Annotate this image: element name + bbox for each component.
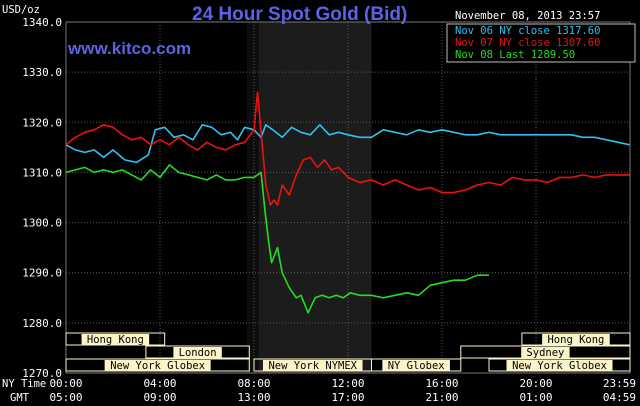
y-tick-label: 1320.0 xyxy=(22,116,62,129)
session-label-plate xyxy=(262,360,363,371)
ny-time-axis-label: NY Time xyxy=(2,378,46,390)
x-tick-label-gmt: 04:59 xyxy=(603,391,636,404)
x-tick-label-gmt: 21:00 xyxy=(425,391,458,404)
session-label: Hong Kong xyxy=(547,334,604,346)
shaded-region-layer xyxy=(246,22,372,373)
x-tick-label-gmt: 17:00 xyxy=(331,391,364,404)
legend-entry-nov08: Nov 08 Last 1289.50 xyxy=(455,49,575,61)
x-tick-label-ny: 23:59 xyxy=(603,377,636,390)
session-bar: New York Globex xyxy=(65,358,250,372)
x-tick-label-gmt: 01:00 xyxy=(519,391,552,404)
session-label: Sydney xyxy=(526,347,564,359)
session-bar: Hong Kong xyxy=(65,332,166,346)
timestamp: November 08, 2013 23:57 xyxy=(455,10,600,22)
x-tick-label-ny: 16:00 xyxy=(425,377,458,390)
legend-entry-nov07: Nov 07 NY close 1307.60 xyxy=(455,37,600,49)
x-tick-label-gmt: 13:00 xyxy=(237,391,270,404)
unit-label: USD/oz xyxy=(2,4,40,16)
series-line-nov06 xyxy=(65,124,630,164)
session-label-plate xyxy=(542,334,610,345)
x-tick-label-ny: 20:00 xyxy=(519,377,552,390)
y-tick-label: 1310.0 xyxy=(22,166,62,179)
session-bar: London xyxy=(145,345,250,359)
session-label: Hong Kong xyxy=(87,334,144,346)
session-bar: New York NYMEX xyxy=(253,358,372,372)
session-bar: Hong Kong xyxy=(521,332,631,346)
session-label-plate xyxy=(506,360,613,371)
series-line-nov07 xyxy=(65,91,630,206)
y-tick-label: 1290.0 xyxy=(22,267,62,280)
x-tick-label-gmt: 09:00 xyxy=(143,391,176,404)
shade-nymex xyxy=(258,22,372,373)
session-label: London xyxy=(179,347,217,359)
plot-frame xyxy=(65,21,631,374)
x-tick-label-ny: 12:00 xyxy=(331,377,364,390)
session-label-plate xyxy=(104,360,211,371)
y-tick-label: 1280.0 xyxy=(22,317,62,330)
y-tick-label: 1340.0 xyxy=(22,16,62,29)
y-tick-label: 1330.0 xyxy=(22,66,62,79)
y-tick-label: 1300.0 xyxy=(22,217,62,230)
session-label: New York NYMEX xyxy=(268,360,357,372)
legend: Nov 06 NY close 1317.60 Nov 07 NY close … xyxy=(446,23,636,63)
session-bar: Sydney xyxy=(460,345,631,359)
chart-title: 24 Hour Spot Gold (Bid) xyxy=(192,4,407,25)
y-tick-label: 1270.0 xyxy=(22,367,62,380)
session-label: New York Globex xyxy=(512,360,607,372)
grid-layer xyxy=(65,21,631,374)
session-label: NY Globex xyxy=(388,360,445,372)
session-bar: NY Globex xyxy=(371,358,462,372)
series-layer xyxy=(65,91,630,314)
session-label-plate xyxy=(81,334,150,345)
x-tick-label-ny: 04:00 xyxy=(143,377,176,390)
x-tick-label-gmt: 05:00 xyxy=(49,391,82,404)
series-line-nov08 xyxy=(65,164,489,314)
y-tick-layer: 1340.0 1330.0 1320.0 1310.0 1300.0 1290.0 1280… xyxy=(22,16,62,380)
legend-entry-nov06: Nov 06 NY close 1317.60 xyxy=(455,25,600,37)
x-tick-label-ny: 00:00 xyxy=(49,377,82,390)
gmt-axis-label: GMT xyxy=(10,392,30,404)
session-label-plate xyxy=(521,347,570,358)
legend-box xyxy=(446,23,636,63)
session-bar: New York Globex xyxy=(488,358,631,372)
x-tick-label-ny: 08:00 xyxy=(237,377,270,390)
session-label-plate xyxy=(382,360,450,371)
website-label: www.kitco.com xyxy=(67,39,191,58)
session-label: New York Globex xyxy=(110,360,205,372)
session-label-plate xyxy=(173,347,222,358)
shade-london xyxy=(246,22,259,373)
